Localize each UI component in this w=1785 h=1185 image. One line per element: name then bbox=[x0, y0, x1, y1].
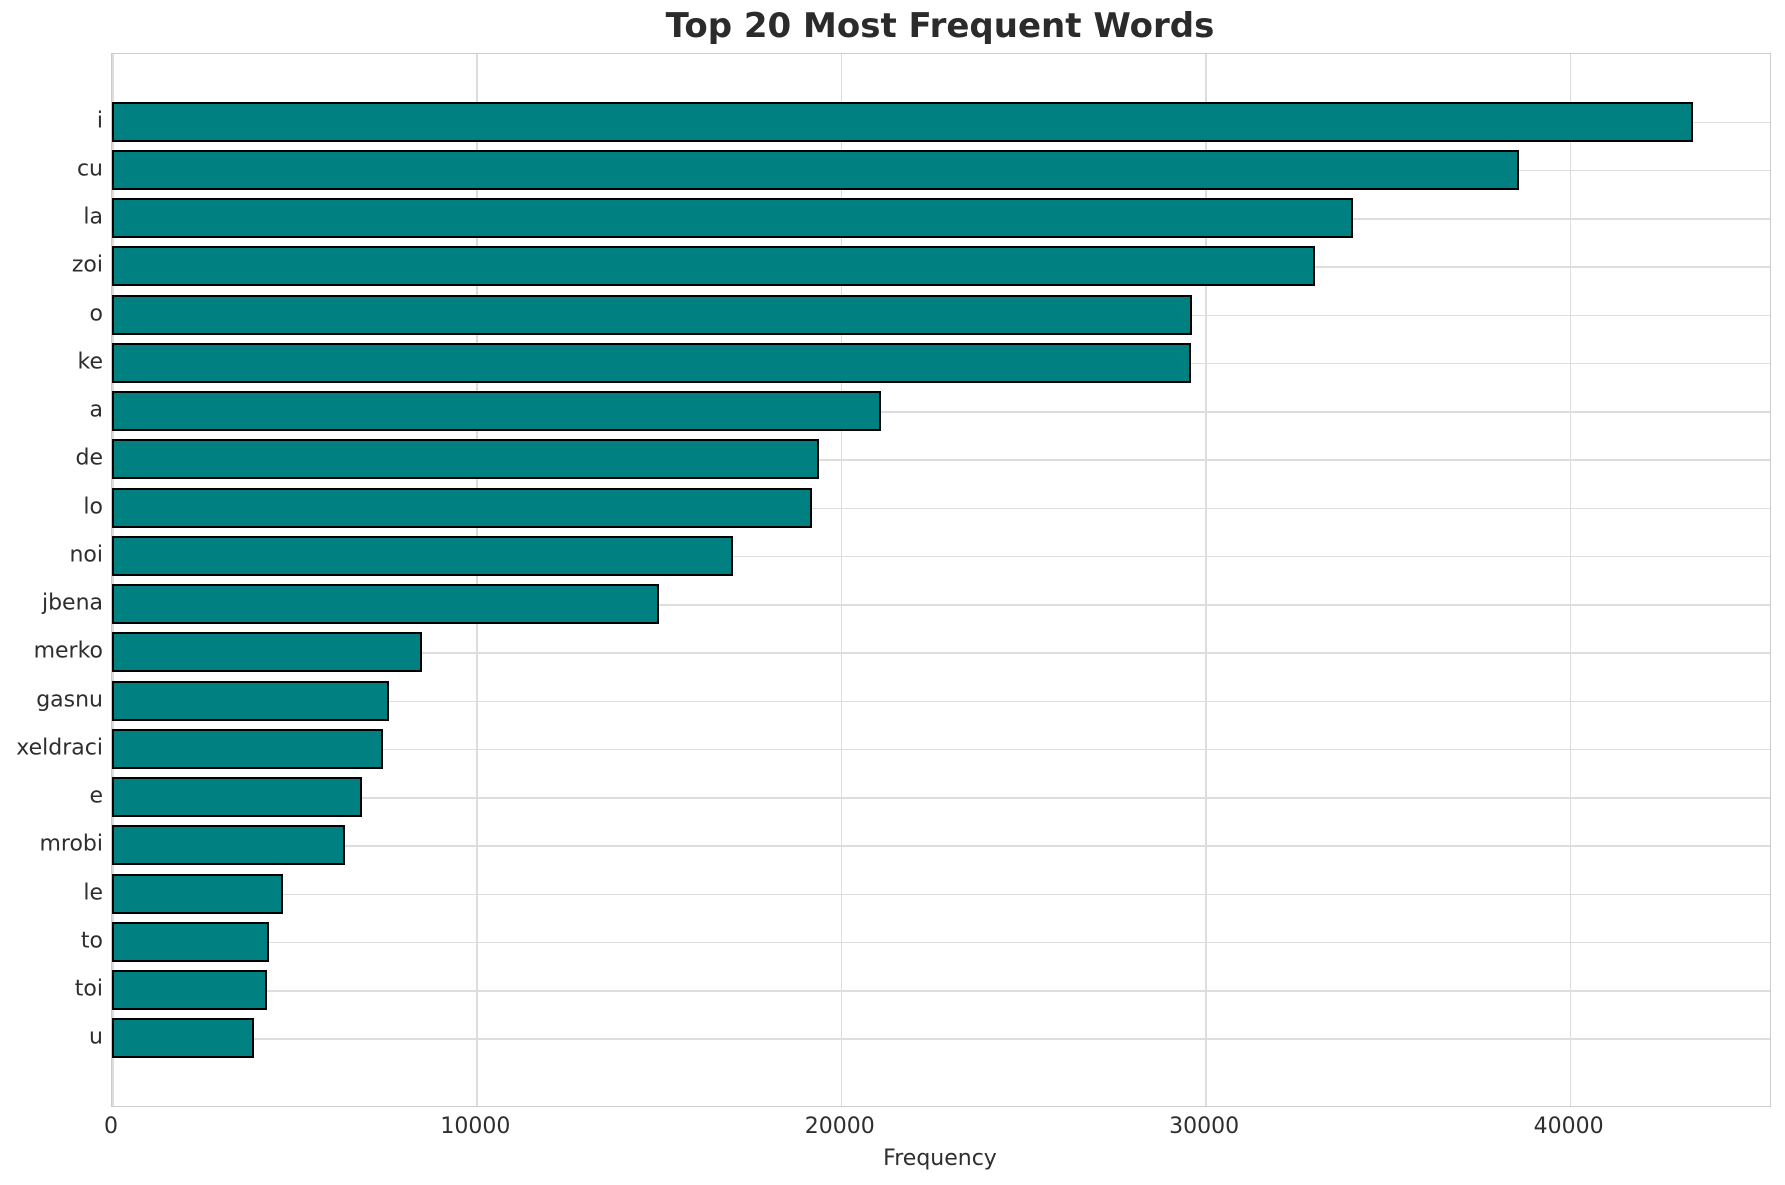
y-tick-label-noi: noi bbox=[69, 542, 103, 568]
horizontal-gridline bbox=[112, 797, 1770, 799]
x-tick-label-10000: 10000 bbox=[440, 1114, 511, 1139]
y-tick-label-mrobi: mrobi bbox=[39, 831, 103, 857]
vertical-gridline bbox=[1569, 54, 1572, 1106]
vertical-gridline bbox=[840, 54, 843, 1106]
y-tick-label-to: to bbox=[80, 928, 103, 954]
y-tick-label-zoi: zoi bbox=[71, 252, 103, 278]
bar-ke bbox=[112, 342, 1191, 383]
x-axis-title: Frequency bbox=[883, 1146, 997, 1171]
bar-jbena bbox=[112, 584, 659, 625]
bar-to bbox=[112, 921, 269, 962]
bar-e bbox=[112, 777, 362, 818]
horizontal-gridline bbox=[112, 748, 1770, 751]
horizontal-gridline bbox=[112, 1038, 1770, 1040]
y-tick-label-merko: merko bbox=[33, 638, 103, 664]
horizontal-gridline bbox=[112, 459, 1770, 461]
x-tick-label-40000: 40000 bbox=[1533, 1114, 1604, 1139]
y-tick-label-o: o bbox=[89, 301, 103, 327]
bar-gasnu bbox=[112, 680, 389, 721]
horizontal-gridline bbox=[112, 604, 1770, 606]
horizontal-gridline bbox=[112, 700, 1770, 703]
y-tick-label-de: de bbox=[75, 445, 104, 471]
horizontal-gridline bbox=[112, 507, 1770, 510]
y-tick-label-ke: ke bbox=[77, 349, 104, 375]
horizontal-gridline bbox=[112, 941, 1770, 944]
x-tick-label-20000: 20000 bbox=[804, 1114, 875, 1139]
horizontal-gridline bbox=[112, 411, 1770, 413]
y-tick-label-toi: toi bbox=[74, 976, 103, 1002]
bar-toi bbox=[112, 970, 267, 1011]
y-tick-label-e: e bbox=[89, 783, 103, 809]
bar-lo bbox=[112, 487, 812, 528]
horizontal-gridline bbox=[112, 652, 1770, 654]
bar-zoi bbox=[112, 246, 1315, 287]
bar-u bbox=[112, 1018, 255, 1059]
y-tick-label-lo: lo bbox=[83, 494, 103, 520]
horizontal-gridline bbox=[112, 893, 1770, 896]
horizontal-gridline bbox=[112, 990, 1770, 992]
chart-title: Top 20 Most Frequent Words bbox=[665, 6, 1215, 46]
vertical-gridline bbox=[476, 54, 478, 1106]
bar-xeldraci bbox=[112, 728, 384, 769]
bar-a bbox=[112, 391, 881, 432]
x-tick-label-30000: 30000 bbox=[1169, 1114, 1240, 1139]
bar-de bbox=[112, 439, 819, 480]
vertical-gridline bbox=[1205, 54, 1207, 1106]
y-tick-label-jbena: jbena bbox=[41, 590, 103, 616]
horizontal-gridline bbox=[112, 555, 1770, 558]
bar-o bbox=[112, 294, 1193, 335]
y-tick-label-xeldraci: xeldraci bbox=[16, 735, 103, 761]
horizontal-gridline bbox=[112, 845, 1770, 847]
bar-cu bbox=[112, 149, 1519, 190]
y-tick-label-u: u bbox=[89, 1024, 103, 1050]
y-tick-label-la: la bbox=[83, 204, 103, 230]
bar-i bbox=[112, 101, 1694, 142]
y-tick-label-le: le bbox=[83, 880, 103, 906]
y-tick-label-cu: cu bbox=[76, 156, 103, 182]
bar-merko bbox=[112, 632, 422, 673]
x-tick-label-0: 0 bbox=[104, 1114, 118, 1139]
bar-noi bbox=[112, 535, 734, 576]
y-tick-label-i: i bbox=[96, 108, 103, 134]
y-tick-label-a: a bbox=[89, 397, 103, 423]
bar-la bbox=[112, 198, 1353, 239]
vertical-gridline bbox=[112, 54, 114, 1106]
bar-le bbox=[112, 873, 284, 914]
y-tick-label-gasnu: gasnu bbox=[36, 687, 103, 713]
plot-area bbox=[111, 53, 1771, 1107]
bar-mrobi bbox=[112, 825, 346, 866]
